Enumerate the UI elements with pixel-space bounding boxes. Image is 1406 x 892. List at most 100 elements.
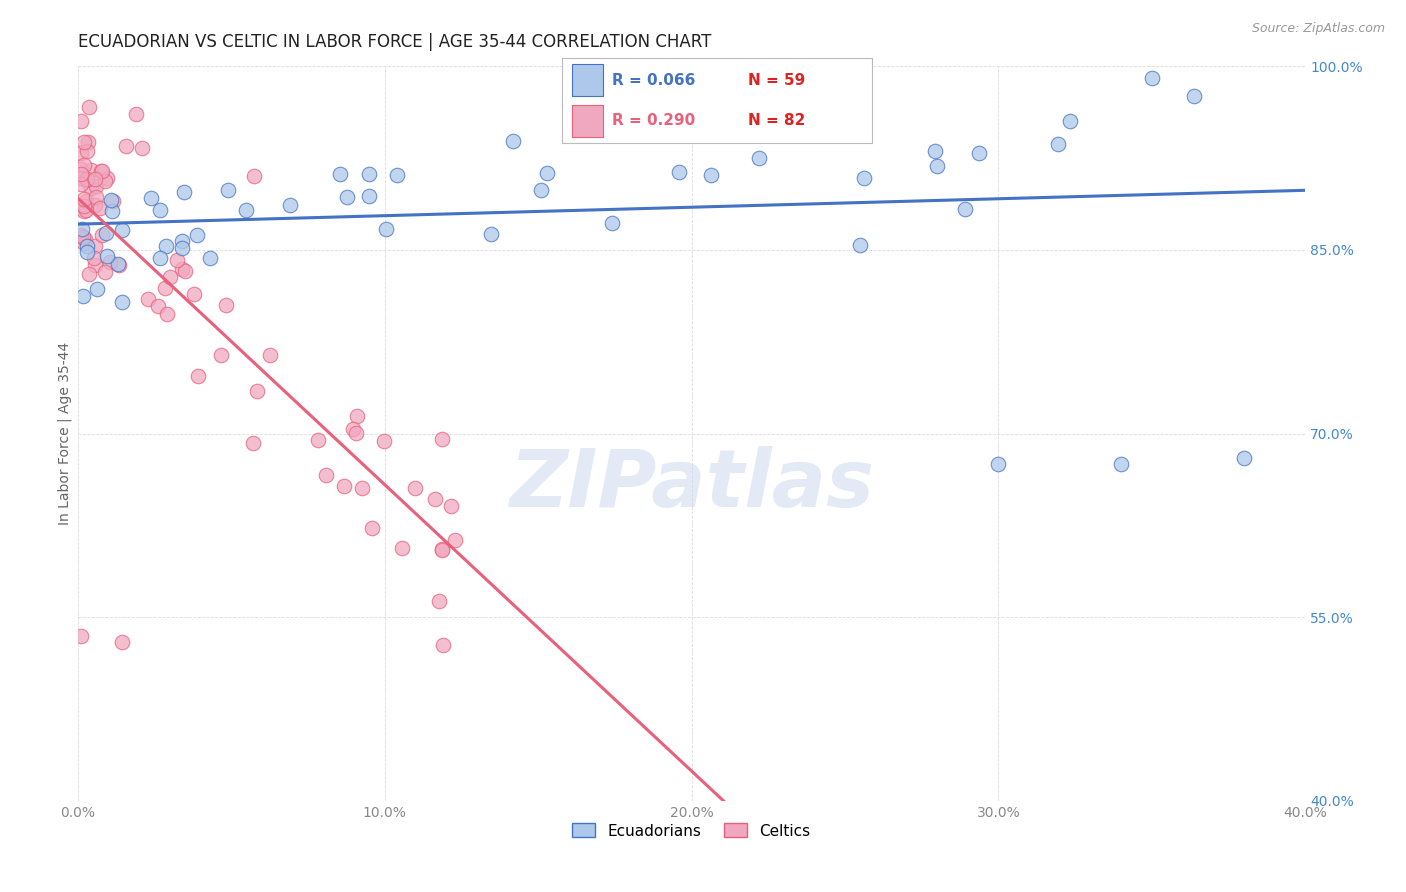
Point xyxy=(385,168,408,182)
Point xyxy=(101,194,124,208)
Point xyxy=(75,194,97,209)
Point xyxy=(209,348,232,362)
Point xyxy=(73,199,96,213)
Point xyxy=(86,190,108,204)
Point xyxy=(953,202,976,217)
Point xyxy=(76,135,98,149)
Point xyxy=(96,226,118,240)
Point xyxy=(69,161,91,176)
Point xyxy=(336,190,359,204)
Point xyxy=(502,134,524,148)
Point xyxy=(852,171,875,186)
Point xyxy=(136,292,159,306)
Point xyxy=(149,203,172,218)
Point xyxy=(530,183,553,197)
Point xyxy=(967,146,990,161)
Bar xyxy=(572,104,603,136)
Point xyxy=(76,245,98,260)
Point xyxy=(69,629,91,643)
Point xyxy=(98,255,121,269)
Point xyxy=(100,193,122,207)
Point xyxy=(444,533,467,548)
Point xyxy=(432,543,454,558)
Point xyxy=(69,171,91,186)
Point xyxy=(69,178,91,192)
Point xyxy=(1182,89,1205,103)
Legend: Ecuadorians, Celtics: Ecuadorians, Celtics xyxy=(567,817,817,845)
Point xyxy=(155,281,177,295)
Point xyxy=(849,238,872,252)
Point xyxy=(141,191,163,205)
Point xyxy=(72,289,94,303)
Point xyxy=(432,638,454,652)
Point xyxy=(149,251,172,265)
Point xyxy=(75,202,97,217)
Point xyxy=(183,286,205,301)
Point xyxy=(148,299,170,313)
Point xyxy=(80,162,103,177)
Point xyxy=(84,171,107,186)
Point xyxy=(425,491,447,506)
Point xyxy=(76,238,98,252)
Point xyxy=(186,228,208,243)
Point xyxy=(602,215,624,229)
Point xyxy=(90,164,112,178)
Point xyxy=(166,253,188,268)
Point xyxy=(76,144,98,158)
Point xyxy=(75,173,97,187)
Point xyxy=(108,259,131,273)
Point xyxy=(73,235,96,250)
Point xyxy=(925,159,948,173)
Point xyxy=(159,270,181,285)
Point xyxy=(69,113,91,128)
Point xyxy=(69,167,91,181)
Point xyxy=(86,282,108,296)
Point xyxy=(361,521,384,535)
Point xyxy=(430,432,453,446)
Point xyxy=(329,167,352,181)
Point xyxy=(173,185,195,199)
Point xyxy=(427,594,450,608)
Bar xyxy=(572,64,603,96)
Point xyxy=(699,168,721,182)
Point xyxy=(80,181,103,195)
Point xyxy=(73,232,96,246)
Point xyxy=(668,165,690,179)
Point xyxy=(373,434,395,448)
Point xyxy=(91,228,114,243)
Point xyxy=(748,151,770,165)
Point xyxy=(375,222,398,236)
Point xyxy=(187,369,209,384)
Point xyxy=(83,251,105,265)
Point xyxy=(824,91,846,105)
Point xyxy=(536,166,558,180)
Point xyxy=(610,113,633,128)
Point xyxy=(243,169,266,183)
Point xyxy=(359,188,381,202)
Point xyxy=(235,203,257,218)
Point xyxy=(315,467,337,482)
Point xyxy=(77,267,100,281)
Point xyxy=(170,262,193,277)
Point xyxy=(1046,137,1069,152)
Point xyxy=(101,204,124,219)
Point xyxy=(1233,451,1256,466)
Point xyxy=(110,223,132,237)
Point xyxy=(734,126,756,140)
Point xyxy=(198,251,221,265)
Point xyxy=(73,192,96,206)
Point xyxy=(479,227,502,241)
Point xyxy=(91,164,114,178)
Point xyxy=(246,384,269,398)
Point xyxy=(359,167,381,181)
Point xyxy=(94,174,117,188)
Point xyxy=(155,239,177,253)
Point xyxy=(96,249,118,263)
Point xyxy=(72,230,94,244)
Point xyxy=(89,201,111,215)
Point xyxy=(242,436,264,450)
Point xyxy=(76,172,98,186)
Point xyxy=(125,107,148,121)
Point xyxy=(73,204,96,219)
Point xyxy=(391,541,413,555)
